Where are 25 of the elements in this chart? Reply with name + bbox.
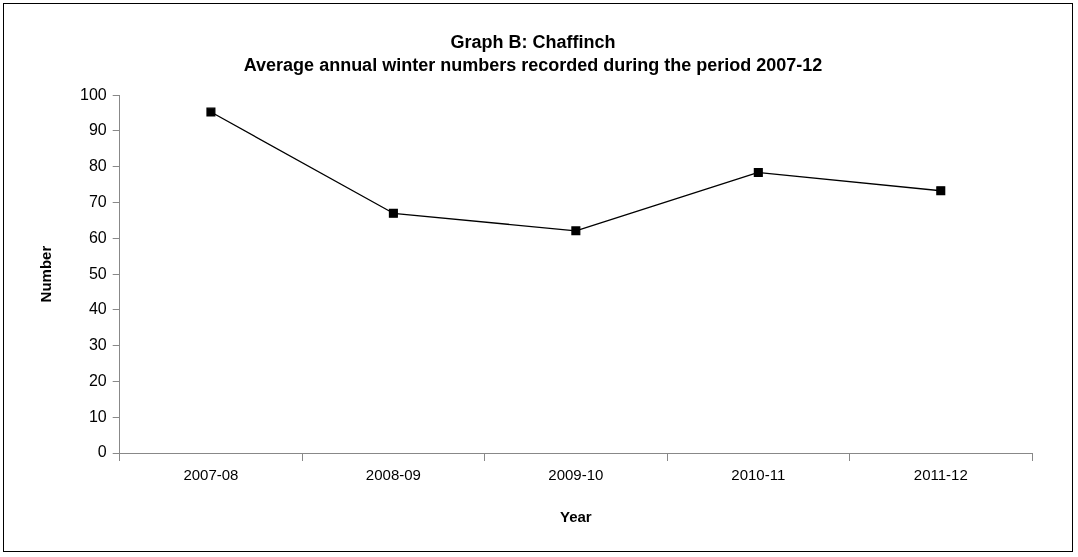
x-tick-label: 2007-08 — [183, 466, 239, 484]
chart-subtitle: Average annual winter numbers recorded during the period 2007-12 — [243, 55, 823, 76]
point — [388, 208, 398, 218]
x-tick-label: 2011-12 — [913, 466, 968, 484]
y-tick-label: 60 — [88, 228, 107, 246]
chart-title: Graph B: Chaffinch — [450, 31, 616, 52]
y-tick-label: 0 — [97, 443, 107, 461]
y-tick-label: 50 — [88, 264, 107, 282]
x-tick-label: 2008-09 — [365, 466, 421, 484]
point — [206, 107, 216, 117]
point — [936, 186, 946, 196]
y-tick-label: 90 — [88, 121, 107, 139]
y-tick-label: 100 — [79, 85, 107, 103]
x-tick-label: 2009-10 — [548, 466, 604, 484]
x-axis-title: Year — [560, 508, 592, 526]
y-tick-label: 80 — [88, 157, 107, 175]
x-tick-label: 2010-11 — [731, 466, 786, 484]
y-tick-label: 70 — [88, 192, 107, 210]
y-tick-label: 20 — [88, 371, 107, 389]
point — [753, 167, 763, 178]
y-tick-label: 10 — [88, 407, 107, 425]
y-tick-label: 40 — [88, 300, 107, 318]
point — [571, 226, 581, 236]
y-tick-label: 30 — [88, 336, 107, 354]
y-axis-title: Number — [37, 245, 55, 303]
